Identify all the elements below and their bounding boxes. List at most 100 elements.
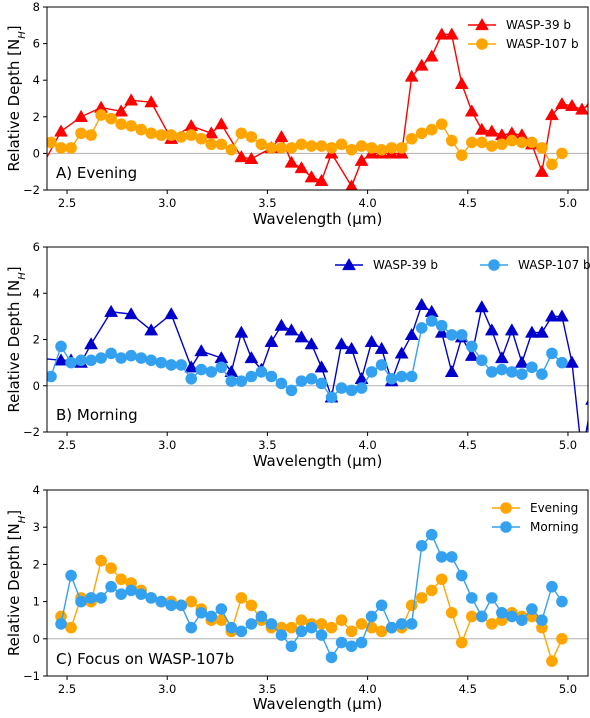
data-point-s1-14 xyxy=(175,359,188,371)
data-point-s0-28 xyxy=(335,614,348,626)
data-point-s1-28 xyxy=(315,140,328,152)
data-point-s1-5 xyxy=(85,129,97,141)
plot-area xyxy=(55,528,568,667)
data-point-s1-38 xyxy=(435,551,448,563)
data-point-s1-26 xyxy=(315,629,328,641)
data-point-s1-29 xyxy=(345,640,358,653)
data-point-s0-29 xyxy=(434,27,449,40)
data-point-s1-13 xyxy=(165,359,178,371)
data-point-s1-36 xyxy=(415,540,428,552)
data-point-s0-33 xyxy=(474,122,489,135)
data-point-s0-34 xyxy=(444,364,459,377)
data-point-s1-50 xyxy=(536,368,548,380)
data-point-s0-38 xyxy=(435,573,448,586)
data-point-s0-10 xyxy=(214,117,229,130)
data-point-s1-27 xyxy=(305,373,318,385)
data-point-s0-28 xyxy=(424,49,439,62)
data-point-s1-39 xyxy=(425,123,438,136)
data-point-s0-32 xyxy=(375,625,388,638)
data-point-s1-46 xyxy=(496,363,508,376)
data-point-s1-17 xyxy=(205,366,218,378)
x-tick-label: 2.5 xyxy=(58,682,76,696)
data-point-s0-35 xyxy=(405,599,418,612)
data-point-s1-7 xyxy=(125,584,137,597)
data-point-s1-20 xyxy=(255,610,268,623)
data-point-s1-41 xyxy=(445,134,458,147)
data-point-s1-25 xyxy=(305,621,318,634)
y-axis-label: Relative Depth [NH] xyxy=(5,510,28,656)
data-point-s0-27 xyxy=(374,341,389,354)
data-point-s1-34 xyxy=(395,618,408,630)
data-point-s0-20 xyxy=(345,179,358,190)
data-point-s0-legend xyxy=(500,502,512,514)
x-tick-label: 3.5 xyxy=(258,438,276,452)
data-point-s0-26 xyxy=(404,69,419,82)
data-point-s1-18 xyxy=(215,361,228,374)
legend: WASP-39 b WASP-107 b xyxy=(468,17,579,51)
data-point-s0-40 xyxy=(545,107,559,121)
data-point-s1-13 xyxy=(185,621,198,634)
data-point-s0-39 xyxy=(445,606,458,619)
data-point-s1-9 xyxy=(125,349,137,362)
data-point-s0-legend xyxy=(342,257,356,271)
data-point-s1-11 xyxy=(145,127,157,140)
data-point-s0-19 xyxy=(245,599,258,612)
data-point-s1-0 xyxy=(35,361,47,373)
data-point-s1-40 xyxy=(455,569,468,582)
data-point-s0-11 xyxy=(214,350,229,364)
x-tick-label: 3.5 xyxy=(258,196,276,210)
data-point-s1-49 xyxy=(526,361,538,374)
data-point-s0-44 xyxy=(585,102,588,108)
data-point-s1-21 xyxy=(265,618,278,630)
y-tick-label: 4 xyxy=(33,286,40,300)
data-point-s0-32 xyxy=(464,104,479,117)
data-point-s1-7 xyxy=(105,347,117,360)
x-tick-label: 4.0 xyxy=(358,196,376,210)
data-point-s1-41 xyxy=(445,329,458,341)
data-point-s1-8 xyxy=(115,352,127,364)
panel-label: B) Morning xyxy=(56,406,138,424)
data-point-s1-9 xyxy=(125,120,137,132)
data-point-s0-18 xyxy=(284,323,299,336)
y-axis-label: Relative Depth [NH] xyxy=(5,266,28,412)
y-tick-label: 6 xyxy=(33,240,40,254)
data-point-s1-45 xyxy=(486,366,498,378)
x-tick-label: 3.0 xyxy=(158,438,176,452)
x-tick-label: 3.0 xyxy=(158,196,176,210)
data-point-s1-35 xyxy=(385,142,398,154)
data-point-s0-6 xyxy=(115,573,127,586)
x-tick-label: 4.5 xyxy=(459,438,477,452)
data-point-s1-6 xyxy=(95,352,107,364)
data-point-s0-42 xyxy=(524,325,539,338)
legend: Evening Morning xyxy=(492,501,579,534)
data-point-s1-19 xyxy=(225,375,238,387)
panel-0: 2.5 3.0 3.5 4.0 4.5 5.0 −2 0 2 4 6 8 Wavelength (μm)… xyxy=(5,0,589,228)
data-point-s1-38 xyxy=(415,127,428,140)
data-point-s0-16 xyxy=(264,334,279,347)
legend-label: WASP-107 b xyxy=(506,37,579,51)
x-tick-label: 5.0 xyxy=(559,438,577,452)
data-point-s1-48 xyxy=(536,614,548,626)
data-point-s1-27 xyxy=(325,651,338,664)
legend-label: WASP-107 b xyxy=(518,258,590,272)
data-point-s1-34 xyxy=(375,359,388,371)
series-line-0 xyxy=(60,559,563,664)
data-point-s0-32 xyxy=(424,304,439,317)
data-point-s1-31 xyxy=(365,610,378,623)
y-tick-label: 0 xyxy=(33,146,40,160)
plot-area xyxy=(47,27,588,190)
data-point-s1-30 xyxy=(335,138,348,151)
data-point-s1-4 xyxy=(75,354,87,367)
data-point-s1-43 xyxy=(465,340,478,353)
data-point-s1-18 xyxy=(215,138,228,151)
panel-label: C) Focus on WASP-107b xyxy=(56,650,234,668)
data-point-s0-39 xyxy=(534,164,549,177)
data-point-s0-5 xyxy=(124,93,139,106)
data-point-s1-37 xyxy=(425,528,438,541)
data-point-s1-38 xyxy=(415,322,428,334)
data-point-s0-1 xyxy=(54,353,68,366)
data-point-s0-legend xyxy=(475,17,489,31)
data-point-s0-16 xyxy=(294,161,309,174)
data-point-s1-49 xyxy=(526,136,538,149)
data-point-s0-18 xyxy=(235,592,248,604)
